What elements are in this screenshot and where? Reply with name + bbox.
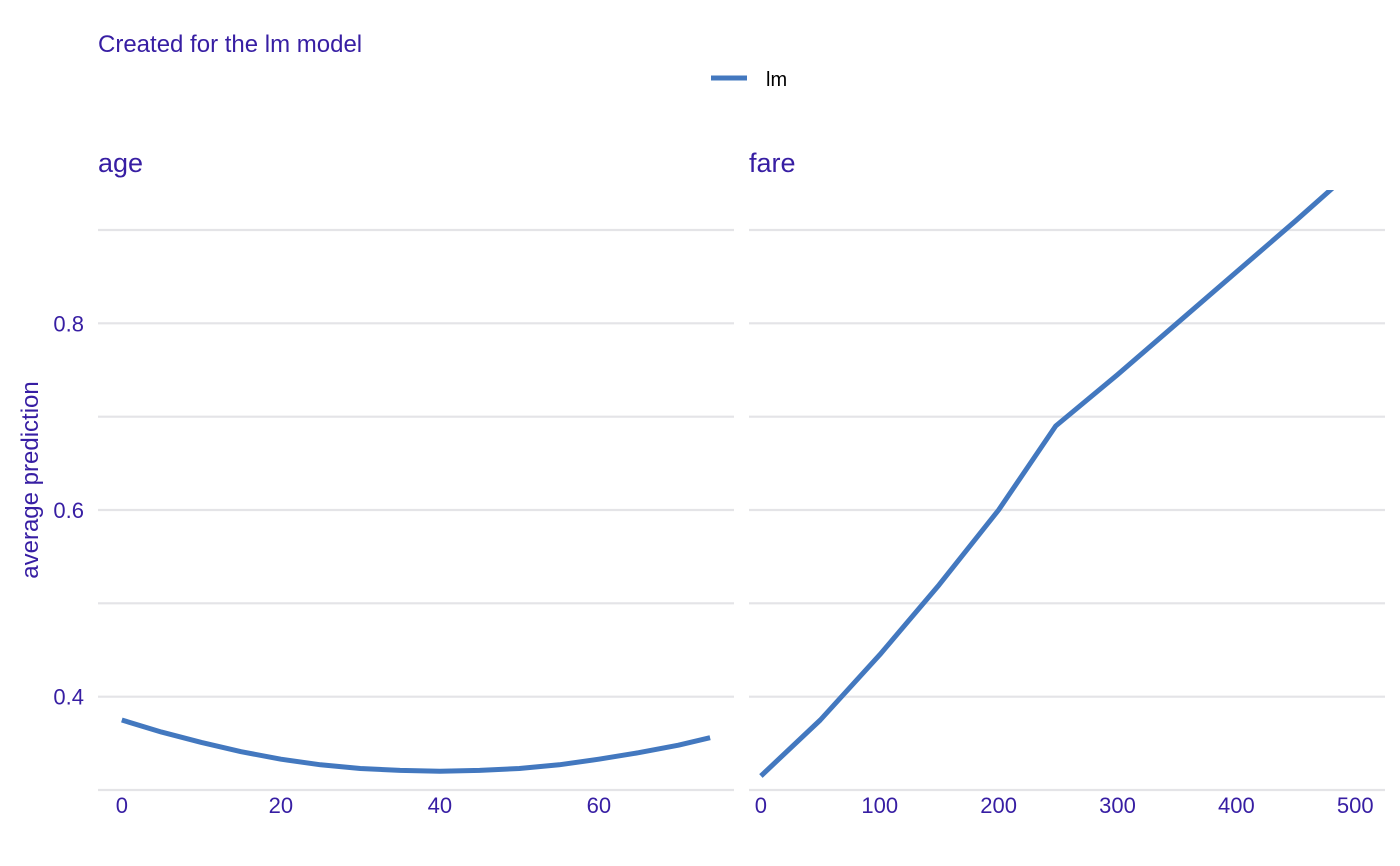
y-tick-label: 0.6 — [53, 498, 84, 523]
panel-fare: fare 0 100 200 300 400 500 — [749, 148, 1385, 818]
x-tick-label: 0 — [116, 793, 128, 818]
x-tick-label: 60 — [587, 793, 611, 818]
x-tick-label: 0 — [755, 793, 767, 818]
x-tick-label: 200 — [980, 793, 1017, 818]
series-line-lm — [759, 190, 1335, 778]
panel-title-age: age — [98, 148, 143, 178]
y-axis-label: average prediction — [17, 381, 44, 578]
legend-label-lm: lm — [766, 69, 787, 91]
panel-age: age 0 20 40 60 — [98, 148, 734, 818]
x-tick-label: 500 — [1337, 793, 1374, 818]
panel-title-fare: fare — [749, 148, 796, 178]
chart-subtitle: Created for the lm model — [98, 31, 362, 58]
y-tick-label: 0.8 — [53, 311, 84, 336]
x-tick-label: 300 — [1099, 793, 1136, 818]
legend: lm — [711, 69, 787, 91]
y-tick-label: 0.4 — [53, 685, 84, 710]
series-line-lm — [121, 717, 711, 774]
x-tick-label: 20 — [269, 793, 293, 818]
x-tick-label: 40 — [428, 793, 452, 818]
x-tick-label: 100 — [861, 793, 898, 818]
x-tick-label: 400 — [1218, 793, 1255, 818]
facet-panels: 0.4 0.6 0.8 age 0 20 40 60 fare 0 100 200 300 400 500 — [53, 148, 1385, 818]
